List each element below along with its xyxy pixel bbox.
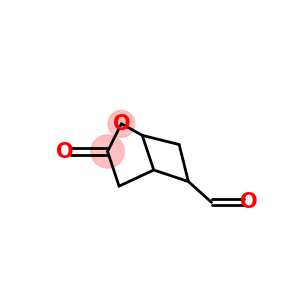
Text: O: O (240, 192, 257, 212)
Text: O: O (56, 142, 74, 161)
Circle shape (108, 110, 135, 137)
Circle shape (91, 135, 124, 168)
Text: O: O (112, 114, 130, 134)
